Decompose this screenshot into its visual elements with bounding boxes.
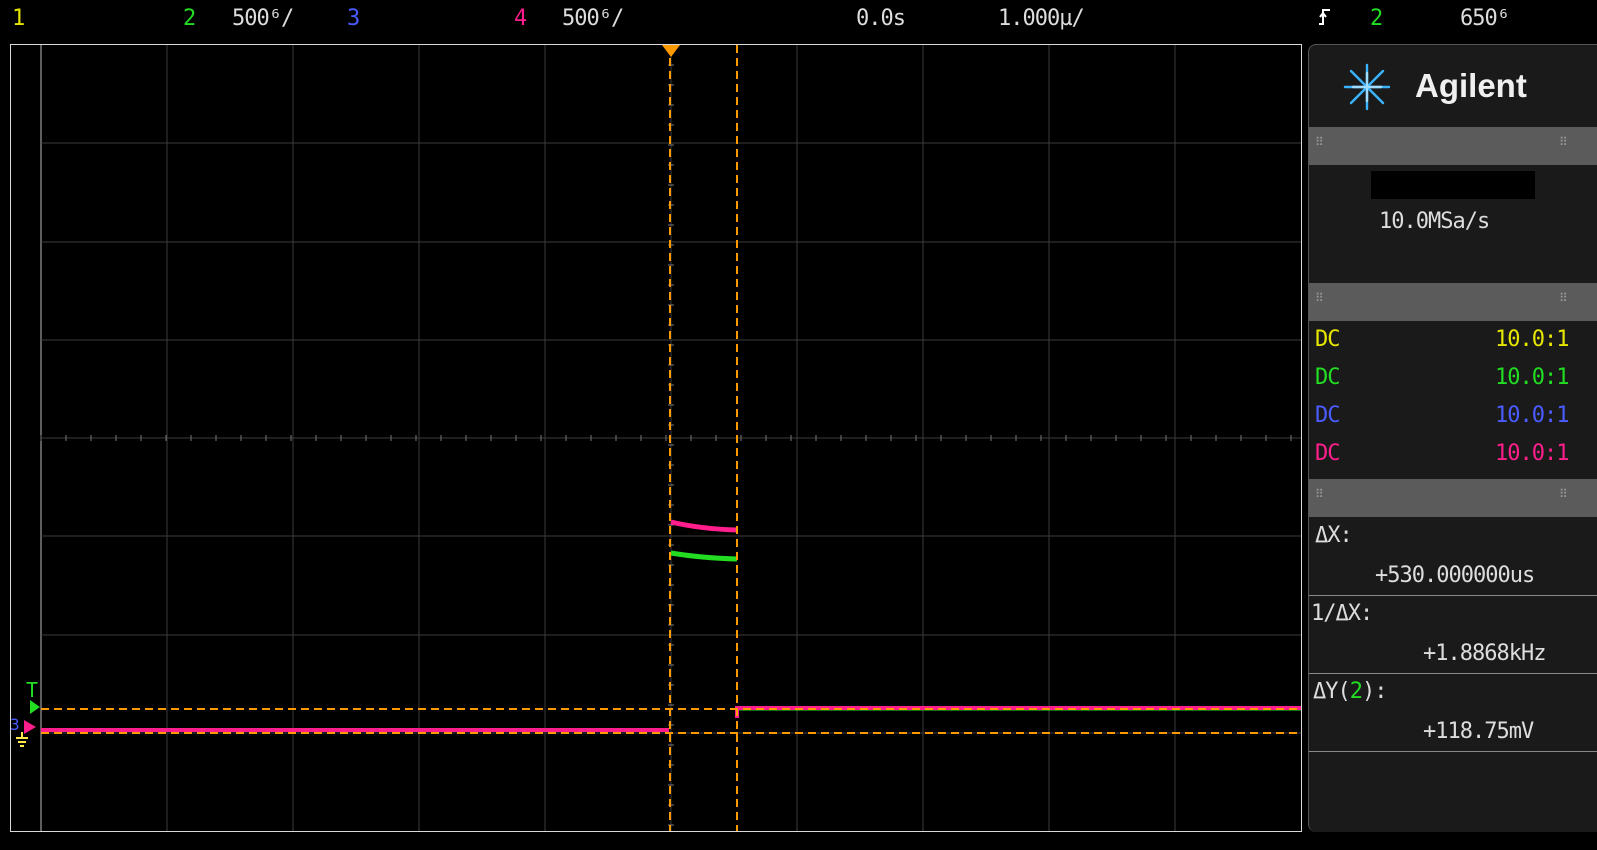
acquisition-section-header[interactable]: ⠿ ⠿ [1309, 127, 1597, 165]
trigger-level-marker[interactable]: T [26, 678, 39, 702]
channel-probe-ratio: 10.0:1 [1495, 327, 1569, 352]
trigger-position-marker [662, 45, 680, 57]
delta-x-value: +530.000000us [1375, 563, 1535, 588]
channel-ground-marker[interactable]: 3 [10, 715, 20, 734]
channel-3-indicator[interactable]: 3 [347, 6, 360, 31]
channel-1-indicator[interactable]: 1 [12, 6, 25, 31]
channel-4-pulse [670, 519, 738, 533]
channel-probe-ratio: 10.0:1 [1495, 365, 1569, 390]
brand-name: Agilent [1415, 67, 1527, 104]
grip-icon: ⠿ [1315, 487, 1324, 501]
channel-probe-ratio: 10.0:1 [1495, 441, 1569, 466]
waveform-canvas [40, 45, 1301, 831]
channels-section-header[interactable]: ⠿ ⠿ [1309, 283, 1597, 321]
channel-probe-ratio: 10.0:1 [1495, 403, 1569, 428]
channel-coupling: DC [1315, 403, 1340, 428]
inverse-delta-x-value: +1.8868kHz [1423, 641, 1546, 666]
info-panel: Agilent ⠿ ⠿ 10.0MSa/s ⠿ ⠿ DC 10.0:1 DC 10.0… [1308, 44, 1597, 832]
channel-2-trace-after [735, 707, 1301, 718]
measurements-section-header[interactable]: ⠿ ⠿ [1309, 479, 1597, 517]
inverse-delta-x-label: 1/ΔX: [1311, 601, 1373, 626]
agilent-spark-icon [1343, 63, 1391, 111]
channel-coupling: DC [1315, 441, 1340, 466]
grip-icon: ⠿ [1315, 135, 1324, 149]
ground-arrow-icon [24, 720, 36, 734]
waveform-display[interactable] [10, 44, 1302, 832]
channel-2-scale: 500⁶/ [232, 6, 294, 31]
acquisition-mode-box [1371, 171, 1535, 199]
status-bar: 1 2 500⁶/ 3 4 500⁶/ 0.0s 1.000µ/ 2 650⁶ [0, 0, 1597, 40]
delta-y-value: +118.75mV [1423, 719, 1534, 744]
grip-icon: ⠿ [1559, 291, 1568, 305]
divider [1309, 751, 1597, 752]
time-position: 0.0s [856, 6, 906, 31]
trigger-source: 2 [1370, 6, 1383, 31]
delta-y-label: ΔY(2): [1313, 679, 1387, 704]
trigger-level: 650⁶ [1460, 6, 1510, 31]
channel-coupling: DC [1315, 327, 1340, 352]
sample-rate: 10.0MSa/s [1379, 209, 1490, 234]
divider [1309, 595, 1597, 596]
grip-icon: ⠿ [1559, 487, 1568, 501]
channel-2-indicator[interactable]: 2 [183, 6, 196, 31]
channel-2-pulse [670, 550, 738, 562]
channel-4-indicator[interactable]: 4 [514, 6, 527, 31]
trigger-level-arrow-icon [30, 700, 40, 714]
channel-coupling: DC [1315, 365, 1340, 390]
delta-x-label: ΔX: [1315, 523, 1353, 548]
divider [1309, 673, 1597, 674]
grip-icon: ⠿ [1315, 291, 1324, 305]
channel-4-scale: 500⁶/ [562, 6, 624, 31]
brand-logo: Agilent [1339, 57, 1589, 117]
time-scale: 1.000µ/ [998, 6, 1085, 31]
rising-edge-icon [1318, 6, 1332, 35]
ground-symbol-icon [16, 732, 28, 747]
grip-icon: ⠿ [1559, 135, 1568, 149]
